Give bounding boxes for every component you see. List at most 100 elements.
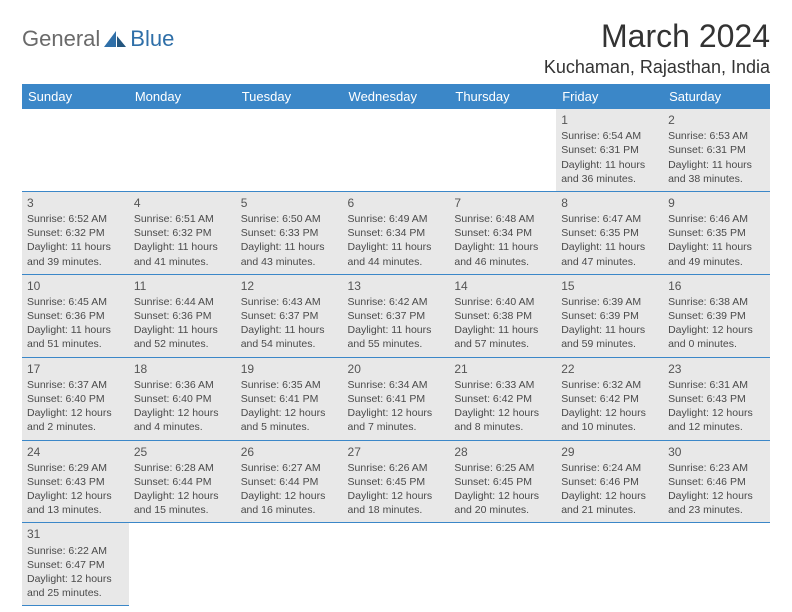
calendar-cell [236,109,343,191]
calendar-cell: 4Sunrise: 6:51 AMSunset: 6:32 PMDaylight… [129,191,236,274]
day-info: Sunrise: 6:34 AMSunset: 6:41 PMDaylight:… [348,378,445,435]
logo-sail-icon [102,29,128,49]
calendar-cell [663,523,770,606]
day-number: 4 [134,195,231,211]
day-number: 20 [348,361,445,377]
logo-word2: Blue [130,26,174,52]
day-number: 11 [134,278,231,294]
title-block: March 2024 Kuchaman, Rajasthan, India [544,18,770,78]
day-number: 22 [561,361,658,377]
location: Kuchaman, Rajasthan, India [544,57,770,78]
calendar-cell: 29Sunrise: 6:24 AMSunset: 6:46 PMDayligh… [556,440,663,523]
dayname-thu: Thursday [449,84,556,109]
calendar-cell: 15Sunrise: 6:39 AMSunset: 6:39 PMDayligh… [556,274,663,357]
day-number: 10 [27,278,124,294]
day-number: 9 [668,195,765,211]
calendar-cell [129,523,236,606]
day-info: Sunrise: 6:52 AMSunset: 6:32 PMDaylight:… [27,212,124,269]
day-number: 25 [134,444,231,460]
day-info: Sunrise: 6:29 AMSunset: 6:43 PMDaylight:… [27,461,124,518]
day-number: 2 [668,112,765,128]
calendar-row: 24Sunrise: 6:29 AMSunset: 6:43 PMDayligh… [22,440,770,523]
calendar-cell: 10Sunrise: 6:45 AMSunset: 6:36 PMDayligh… [22,274,129,357]
calendar-cell: 5Sunrise: 6:50 AMSunset: 6:33 PMDaylight… [236,191,343,274]
calendar-row: 31 Sunrise: 6:22 AMSunset: 6:47 PMDayligh… [22,523,770,606]
day-info: Sunrise: 6:46 AMSunset: 6:35 PMDaylight:… [668,212,765,269]
calendar-cell: 27Sunrise: 6:26 AMSunset: 6:45 PMDayligh… [343,440,450,523]
day-number: 24 [27,444,124,460]
day-info: Sunrise: 6:31 AMSunset: 6:43 PMDaylight:… [668,378,765,435]
dayname-row: Sunday Monday Tuesday Wednesday Thursday… [22,84,770,109]
day-number: 29 [561,444,658,460]
day-number: 31 [27,526,124,542]
dayname-tue: Tuesday [236,84,343,109]
day-info: Sunrise: 6:40 AMSunset: 6:38 PMDaylight:… [454,295,551,352]
day-info: Sunrise: 6:27 AMSunset: 6:44 PMDaylight:… [241,461,338,518]
month-title: March 2024 [544,18,770,55]
calendar-row: 1Sunrise: 6:54 AMSunset: 6:31 PMDaylight… [22,109,770,191]
calendar-cell: 31 Sunrise: 6:22 AMSunset: 6:47 PMDayligh… [22,523,129,606]
calendar-cell: 28Sunrise: 6:25 AMSunset: 6:45 PMDayligh… [449,440,556,523]
calendar-cell: 1Sunrise: 6:54 AMSunset: 6:31 PMDaylight… [556,109,663,191]
day-info: Sunrise: 6:35 AMSunset: 6:41 PMDaylight:… [241,378,338,435]
calendar-cell: 25Sunrise: 6:28 AMSunset: 6:44 PMDayligh… [129,440,236,523]
logo: General Blue [22,18,174,52]
calendar-row: 10Sunrise: 6:45 AMSunset: 6:36 PMDayligh… [22,274,770,357]
calendar-cell: 23Sunrise: 6:31 AMSunset: 6:43 PMDayligh… [663,357,770,440]
day-info: Sunrise: 6:24 AMSunset: 6:46 PMDaylight:… [561,461,658,518]
day-number: 13 [348,278,445,294]
calendar-cell: 20Sunrise: 6:34 AMSunset: 6:41 PMDayligh… [343,357,450,440]
day-info: Sunrise: 6:50 AMSunset: 6:33 PMDaylight:… [241,212,338,269]
day-number: 26 [241,444,338,460]
calendar-cell: 26Sunrise: 6:27 AMSunset: 6:44 PMDayligh… [236,440,343,523]
day-number: 18 [134,361,231,377]
calendar-cell [343,523,450,606]
day-number: 6 [348,195,445,211]
calendar-cell: 11Sunrise: 6:44 AMSunset: 6:36 PMDayligh… [129,274,236,357]
day-number: 28 [454,444,551,460]
dayname-sun: Sunday [22,84,129,109]
day-info: Sunrise: 6:49 AMSunset: 6:34 PMDaylight:… [348,212,445,269]
day-number: 27 [348,444,445,460]
calendar-cell: 2Sunrise: 6:53 AMSunset: 6:31 PMDaylight… [663,109,770,191]
day-info: Sunrise: 6:48 AMSunset: 6:34 PMDaylight:… [454,212,551,269]
day-info: Sunrise: 6:32 AMSunset: 6:42 PMDaylight:… [561,378,658,435]
day-number: 15 [561,278,658,294]
calendar-cell: 3Sunrise: 6:52 AMSunset: 6:32 PMDaylight… [22,191,129,274]
logo-word1: General [22,26,100,52]
calendar-cell [236,523,343,606]
calendar-cell: 21Sunrise: 6:33 AMSunset: 6:42 PMDayligh… [449,357,556,440]
calendar-cell [449,109,556,191]
day-info: Sunrise: 6:39 AMSunset: 6:39 PMDaylight:… [561,295,658,352]
day-info: Sunrise: 6:22 AMSunset: 6:47 PMDaylight:… [27,544,124,601]
day-info: Sunrise: 6:26 AMSunset: 6:45 PMDaylight:… [348,461,445,518]
day-number: 16 [668,278,765,294]
calendar-cell: 7Sunrise: 6:48 AMSunset: 6:34 PMDaylight… [449,191,556,274]
day-number: 14 [454,278,551,294]
day-number: 21 [454,361,551,377]
calendar-cell [556,523,663,606]
calendar-cell: 13Sunrise: 6:42 AMSunset: 6:37 PMDayligh… [343,274,450,357]
calendar-cell: 8Sunrise: 6:47 AMSunset: 6:35 PMDaylight… [556,191,663,274]
calendar-cell: 24Sunrise: 6:29 AMSunset: 6:43 PMDayligh… [22,440,129,523]
day-info: Sunrise: 6:51 AMSunset: 6:32 PMDaylight:… [134,212,231,269]
calendar-cell [449,523,556,606]
calendar-cell [22,109,129,191]
calendar-cell: 16Sunrise: 6:38 AMSunset: 6:39 PMDayligh… [663,274,770,357]
day-number: 1 [561,112,658,128]
day-info: Sunrise: 6:42 AMSunset: 6:37 PMDaylight:… [348,295,445,352]
day-info: Sunrise: 6:25 AMSunset: 6:45 PMDaylight:… [454,461,551,518]
calendar-cell: 6Sunrise: 6:49 AMSunset: 6:34 PMDaylight… [343,191,450,274]
day-info: Sunrise: 6:47 AMSunset: 6:35 PMDaylight:… [561,212,658,269]
calendar-cell: 9Sunrise: 6:46 AMSunset: 6:35 PMDaylight… [663,191,770,274]
dayname-sat: Saturday [663,84,770,109]
calendar-cell [343,109,450,191]
day-number: 23 [668,361,765,377]
day-number: 7 [454,195,551,211]
dayname-fri: Friday [556,84,663,109]
calendar-cell: 14Sunrise: 6:40 AMSunset: 6:38 PMDayligh… [449,274,556,357]
day-info: Sunrise: 6:44 AMSunset: 6:36 PMDaylight:… [134,295,231,352]
day-info: Sunrise: 6:33 AMSunset: 6:42 PMDaylight:… [454,378,551,435]
day-info: Sunrise: 6:37 AMSunset: 6:40 PMDaylight:… [27,378,124,435]
calendar-cell: 17Sunrise: 6:37 AMSunset: 6:40 PMDayligh… [22,357,129,440]
